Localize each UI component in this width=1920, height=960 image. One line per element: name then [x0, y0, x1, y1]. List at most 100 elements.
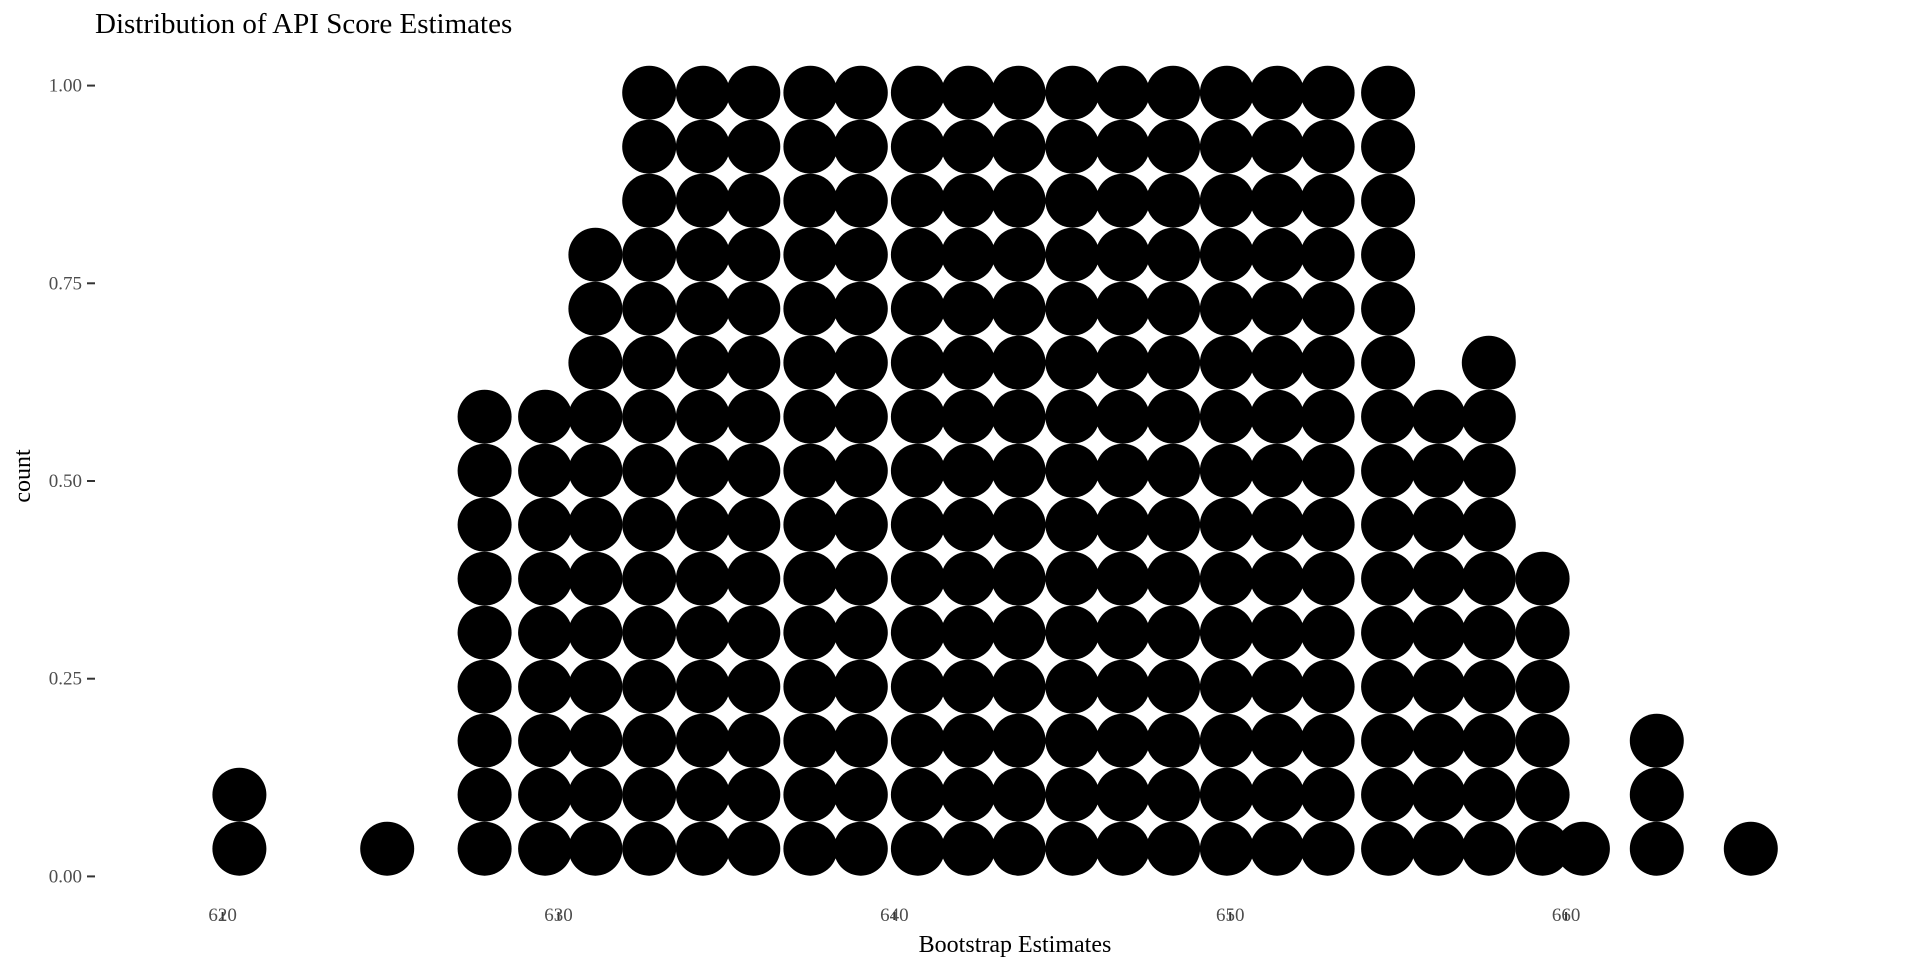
dot-point [1411, 821, 1466, 876]
dot-point [568, 443, 623, 498]
dot-point [1361, 389, 1416, 444]
dot-point [726, 227, 781, 282]
dot-point [726, 65, 781, 120]
dot-point [1146, 713, 1201, 768]
dot-point [1515, 659, 1570, 714]
dot-point [1515, 605, 1570, 660]
dot-point [726, 119, 781, 174]
dot-point [568, 551, 623, 606]
dot-point [783, 227, 838, 282]
dot-point [457, 659, 512, 714]
dot-point [1300, 281, 1355, 336]
dot-point [1461, 713, 1516, 768]
dot-point [726, 443, 781, 498]
dot-point [212, 821, 267, 876]
dot-point [783, 65, 838, 120]
dot-point [1146, 65, 1201, 120]
dot-point [783, 389, 838, 444]
dot-point [675, 281, 730, 336]
dot-point [1300, 497, 1355, 552]
dot-point [991, 281, 1046, 336]
x-axis-label: Bootstrap Estimates [919, 932, 1112, 958]
dot-point [568, 227, 623, 282]
dot-point [1199, 605, 1254, 660]
dot-point [675, 659, 730, 714]
dot-point [833, 227, 888, 282]
dot-point [1361, 335, 1416, 390]
dot-point [675, 65, 730, 120]
dot-point [726, 551, 781, 606]
dot-point [1199, 335, 1254, 390]
dot-point [1095, 335, 1150, 390]
dot-point [1361, 497, 1416, 552]
dot-point [783, 605, 838, 660]
dot-point [457, 389, 512, 444]
x-tick-label: 640 [880, 905, 909, 926]
dot-point [1461, 659, 1516, 714]
dot-point [991, 173, 1046, 228]
dot-point [941, 605, 996, 660]
dot-point [1250, 713, 1305, 768]
dot-point [1146, 551, 1201, 606]
dot-point [1199, 551, 1254, 606]
y-axis: 0.00 0.25 0.50 0.75 1.00 [49, 76, 95, 887]
dot-point [1361, 227, 1416, 282]
dot-point [1461, 551, 1516, 606]
dot-point [726, 713, 781, 768]
dot-point [518, 767, 573, 822]
dot-point [457, 551, 512, 606]
dot-layer [212, 65, 1778, 876]
dot-point [1300, 713, 1355, 768]
dot-point [941, 659, 996, 714]
dot-point [622, 281, 677, 336]
dot-point [1095, 119, 1150, 174]
dot-point [1146, 227, 1201, 282]
dot-point [568, 659, 623, 714]
dot-point [941, 767, 996, 822]
dot-point [1199, 659, 1254, 714]
dot-point [1199, 281, 1254, 336]
dot-point [1300, 767, 1355, 822]
dot-point [890, 65, 945, 120]
dot-point [726, 173, 781, 228]
dot-point [1411, 389, 1466, 444]
dot-point [783, 335, 838, 390]
dot-point [833, 281, 888, 336]
dot-point [457, 443, 512, 498]
dot-point [1361, 551, 1416, 606]
dot-point [457, 713, 512, 768]
dot-point [675, 497, 730, 552]
dot-point [1250, 389, 1305, 444]
dot-point [890, 173, 945, 228]
dot-point [890, 551, 945, 606]
dot-point [1461, 605, 1516, 660]
dot-point [726, 605, 781, 660]
dot-point [890, 659, 945, 714]
dot-point [1146, 389, 1201, 444]
dot-point [833, 713, 888, 768]
dot-point [1095, 605, 1150, 660]
dot-point [622, 335, 677, 390]
dot-point [1361, 767, 1416, 822]
dot-point [890, 281, 945, 336]
dot-point [1146, 335, 1201, 390]
dot-point [1045, 173, 1100, 228]
dot-point [1199, 713, 1254, 768]
dot-point [783, 821, 838, 876]
dot-point [1199, 443, 1254, 498]
y-tick-label: 0.25 [49, 669, 82, 690]
dot-point [1045, 821, 1100, 876]
dot-point [1300, 227, 1355, 282]
dot-point [518, 659, 573, 714]
dot-point [518, 389, 573, 444]
x-tick-label: 630 [544, 905, 573, 926]
dot-point [991, 497, 1046, 552]
dot-point [1045, 767, 1100, 822]
dot-point [1250, 335, 1305, 390]
dot-point [1300, 821, 1355, 876]
dot-point [622, 443, 677, 498]
x-tick-label: 650 [1216, 905, 1245, 926]
dot-point [941, 173, 996, 228]
dot-point [675, 227, 730, 282]
dot-point [1361, 65, 1416, 120]
